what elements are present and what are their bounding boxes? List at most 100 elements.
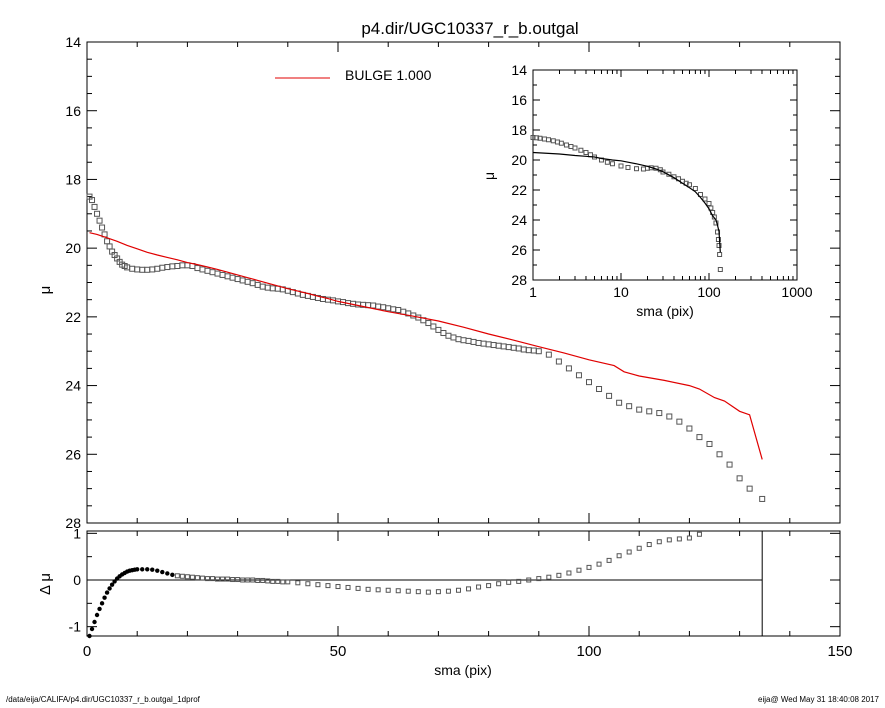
data-point (400, 308, 407, 315)
residual-point (194, 575, 200, 581)
inset-data-point (715, 237, 721, 242)
data-point (606, 392, 613, 399)
residual-point (87, 633, 92, 639)
data-point (149, 266, 156, 273)
data-point (179, 262, 186, 269)
data-point (565, 365, 572, 372)
residual-point (586, 564, 592, 570)
data-point (646, 408, 653, 415)
data-point (104, 238, 111, 245)
residual-point (546, 574, 552, 580)
y-tick-label: 14 (65, 34, 81, 50)
y-tick-label: 22 (511, 182, 527, 198)
data-point (159, 264, 166, 271)
y-tick-label: 18 (511, 122, 527, 138)
residual-point (155, 568, 160, 573)
residual-point (395, 588, 401, 594)
residual-point (170, 572, 175, 578)
inset-data-point (702, 196, 708, 202)
residual-point (112, 579, 117, 584)
data-point (194, 265, 201, 272)
residual-point (92, 619, 97, 625)
residual-point (184, 574, 190, 580)
residual-point (375, 587, 381, 593)
residual-point (150, 567, 155, 572)
main-profile-plot: 14 16 18 20 22 24 26 28 μ (37, 34, 841, 531)
data-point (696, 434, 703, 441)
data-point (450, 334, 457, 341)
residual-point (696, 531, 702, 537)
residual-point (676, 536, 682, 542)
data-point (470, 338, 477, 345)
data-point (706, 440, 713, 447)
inset-model-line (532, 151, 721, 253)
data-point (636, 406, 643, 413)
data-point (199, 266, 206, 273)
y-tick-label: 24 (511, 212, 527, 228)
inset-background (488, 64, 823, 316)
inset-data-point (686, 182, 692, 188)
residual-point (160, 569, 165, 575)
residual-point (225, 576, 231, 582)
y-tick-label: 14 (511, 62, 527, 78)
inset-data-point (711, 214, 717, 220)
data-point (555, 358, 562, 365)
data-point (134, 266, 141, 273)
residual-point (255, 577, 261, 583)
data-point (586, 379, 592, 386)
x-tick-label: 100 (697, 284, 721, 300)
data-point (500, 343, 507, 350)
residual-point (455, 587, 461, 593)
data-point (169, 263, 176, 270)
data-point (94, 210, 101, 217)
data-point (480, 340, 487, 347)
data-point (545, 351, 552, 358)
inset-data-point (545, 137, 551, 143)
data-point (515, 345, 522, 352)
data-point (89, 197, 96, 204)
x-tick-label: 0 (83, 643, 91, 660)
residual-point (265, 578, 271, 584)
inset-data-point (578, 147, 584, 153)
data-point (219, 271, 226, 278)
residual-point (476, 584, 482, 590)
residual-point (606, 557, 612, 563)
data-point (455, 336, 462, 343)
inset-data-point (625, 165, 631, 170)
residual-point (526, 577, 532, 583)
data-point (106, 243, 113, 250)
y-tick-label: 20 (65, 240, 81, 256)
model-line (89, 232, 763, 460)
residual-point (204, 576, 210, 582)
inset-data-point (717, 267, 723, 272)
data-point (505, 344, 512, 351)
data-point (375, 303, 382, 310)
inset-data-point (583, 150, 589, 155)
residual-point (215, 576, 221, 582)
data-point (204, 267, 211, 274)
inset-data-point (660, 169, 666, 175)
residual-point (626, 549, 632, 555)
inset-data-point (572, 145, 578, 151)
x-tick-label: 1000 (781, 284, 812, 300)
inset-data-point (537, 135, 543, 141)
x-tick-label: 150 (827, 643, 852, 660)
residual-point (295, 580, 301, 586)
inset-data-point (633, 166, 639, 172)
residual-point (385, 587, 391, 593)
y-tick-label: 16 (511, 92, 527, 108)
data-point (139, 266, 146, 273)
residual-point (89, 626, 95, 632)
residual-point (275, 578, 281, 584)
data-point (390, 306, 397, 313)
residual-point (506, 579, 512, 585)
data-point (254, 281, 261, 288)
residual-point (576, 567, 582, 573)
residual-point (556, 572, 562, 578)
data-point (616, 399, 623, 406)
y-axis-label: μ (37, 286, 54, 295)
x-tick-label: 1 (529, 284, 537, 300)
data-point (224, 273, 231, 280)
data-point (370, 302, 377, 309)
residual-point (305, 581, 311, 587)
